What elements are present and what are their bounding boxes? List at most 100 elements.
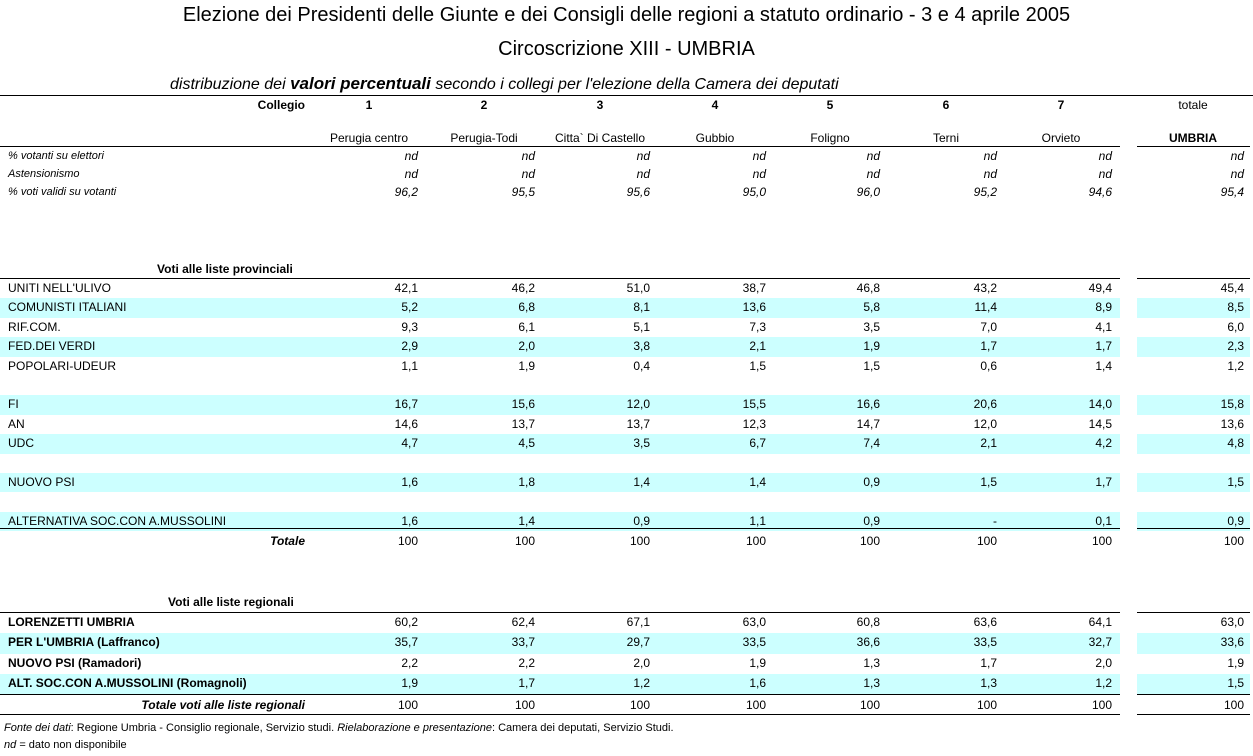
cell: 49,4 — [1088, 281, 1112, 295]
cell: 94,6 — [1088, 185, 1112, 199]
column-name: Perugia-Todi — [450, 131, 518, 145]
cell: 1,5 — [980, 475, 997, 489]
description-emphasis: valori percentuali — [290, 74, 431, 93]
row-label: Totale voti alle liste regionali — [141, 698, 305, 712]
cell: 63,0 — [742, 615, 766, 629]
cell: 100 — [1091, 698, 1112, 712]
column-name: Terni — [932, 131, 959, 145]
cell: 36,6 — [856, 635, 880, 650]
cell: 96,2 — [394, 185, 418, 199]
total-cell: 95,4 — [1220, 185, 1244, 199]
cell: 46,2 — [511, 281, 535, 295]
total-cell: 6,0 — [1227, 319, 1244, 334]
cell: 100 — [976, 698, 997, 712]
total-cell: 33,6 — [1220, 635, 1244, 650]
cell: 7,0 — [980, 319, 997, 334]
row-shade — [1137, 473, 1250, 493]
row-label: RIF.COM. — [8, 319, 61, 334]
cell: nd — [752, 167, 766, 181]
total-name: UMBRIA — [1169, 131, 1217, 145]
cell: 0,6 — [980, 358, 997, 373]
cell: nd — [521, 167, 535, 181]
cell: 3,5 — [633, 436, 650, 451]
row-shade — [1137, 434, 1250, 454]
cell: 1,7 — [1095, 339, 1112, 354]
cell: 1,9 — [749, 655, 766, 670]
description-end: secondo i collegi per l'elezione della C… — [435, 76, 839, 93]
cell: 1,1 — [401, 358, 418, 373]
source-label: Fonte dei dati — [4, 722, 71, 734]
cell: 38,7 — [742, 281, 766, 295]
cell: 2,0 — [633, 655, 650, 670]
cell: nd — [752, 149, 766, 163]
cell: 15,5 — [742, 397, 766, 412]
row-label: % voti validi su votanti — [8, 186, 117, 198]
row-shade — [0, 673, 1120, 695]
cell: 96,0 — [856, 185, 880, 199]
description-start: distribuzione dei — [170, 76, 286, 93]
cell: 2,0 — [1095, 655, 1112, 670]
cell: 14,7 — [856, 416, 880, 431]
row-label: ALTERNATIVA SOC.CON A.MUSSOLINI — [8, 513, 227, 528]
note-text: = dato non disponibile — [19, 739, 127, 751]
rule — [1137, 146, 1250, 147]
cell: 14,0 — [1088, 397, 1112, 412]
cell: 95,5 — [511, 185, 535, 199]
cell: 0,1 — [1095, 513, 1112, 528]
cell: 1,4 — [633, 475, 650, 489]
cell: 1,7 — [518, 675, 535, 690]
cell: 14,5 — [1088, 416, 1112, 431]
row-shade — [0, 473, 1120, 493]
column-number: 2 — [480, 98, 488, 112]
cell: 4,7 — [401, 436, 418, 451]
cell: 1,5 — [863, 358, 880, 373]
total-cell: 1,2 — [1227, 358, 1244, 373]
row-label: POPOLARI-UDEUR — [8, 358, 117, 373]
cell: 9,3 — [401, 319, 418, 334]
cell: 95,2 — [973, 185, 997, 199]
row-label: % votanti su elettori — [8, 150, 104, 162]
cell: 100 — [397, 534, 418, 548]
total-cell: 8,5 — [1227, 300, 1244, 315]
row-label: UNITI NELL'ULIVO — [8, 281, 111, 295]
cell: 13,7 — [511, 416, 535, 431]
cell: 1,1 — [749, 513, 766, 528]
row-shade — [0, 434, 1120, 454]
total-cell: 13,6 — [1220, 416, 1244, 431]
column-number: 5 — [826, 98, 834, 112]
total-cell: 100 — [1223, 698, 1244, 712]
cell: nd — [983, 149, 997, 163]
row-label: NUOVO PSI (Ramadori) — [8, 655, 142, 670]
column-number: 6 — [942, 98, 950, 112]
cell: 8,9 — [1095, 300, 1112, 315]
source-text: : Regione Umbria - Consiglio regionale, … — [70, 722, 335, 734]
cell: 2,2 — [401, 655, 418, 670]
cell: 11,4 — [974, 300, 997, 315]
rule — [0, 694, 1120, 695]
total-cell: 2,3 — [1227, 339, 1244, 354]
cell: 64,1 — [1088, 615, 1112, 629]
footer-note: nd = dato non disponibile — [4, 739, 127, 751]
cell: 1,8 — [518, 475, 535, 489]
cell: 35,7 — [394, 635, 418, 650]
cell: nd — [521, 149, 535, 163]
total-cell: 63,0 — [1220, 615, 1244, 629]
cell: nd — [1098, 167, 1112, 181]
rule — [1137, 612, 1250, 613]
cell: 2,1 — [749, 339, 766, 354]
elaboration-label: Rielaborazione e presentazione — [337, 722, 492, 734]
column-number: 1 — [365, 98, 373, 112]
rule — [0, 95, 1253, 96]
column-number: 7 — [1057, 98, 1065, 112]
note-term: nd — [4, 739, 17, 751]
row-shade — [0, 395, 1120, 415]
cell: 29,7 — [626, 635, 650, 650]
cell: 12,3 — [742, 416, 766, 431]
cell: 1,4 — [1095, 358, 1112, 373]
cell: 5,8 — [863, 300, 880, 315]
cell: 4,1 — [1095, 319, 1112, 334]
cell: 6,7 — [749, 436, 766, 451]
total-cell: 4,8 — [1227, 436, 1244, 451]
cell: 12,0 — [973, 416, 997, 431]
cell: 42,1 — [394, 281, 418, 295]
